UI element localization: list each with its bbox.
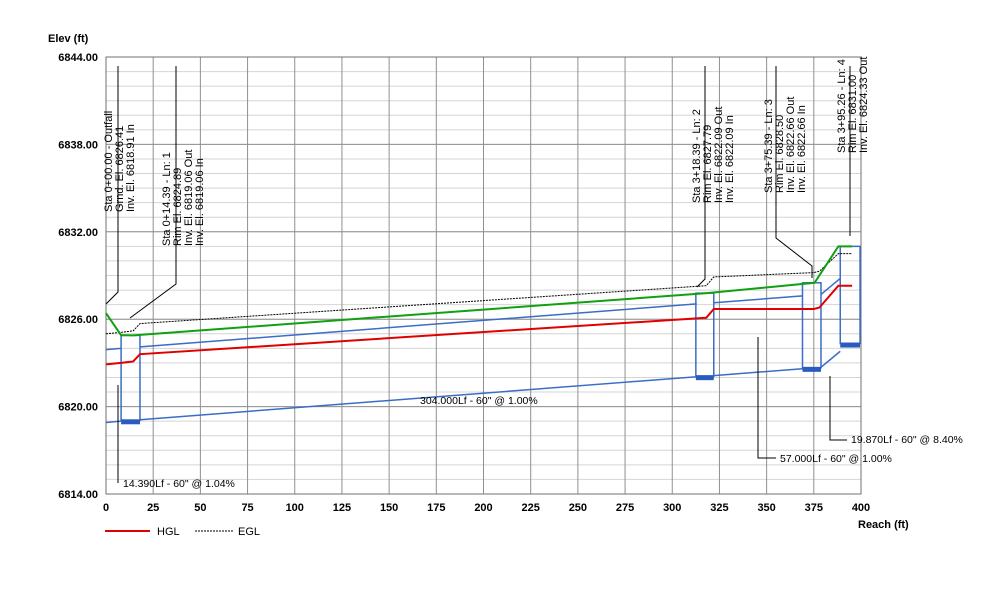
structure-sump [840, 342, 861, 348]
x-tick-label: 325 [710, 502, 728, 514]
y-tick-label: 6820.00 [58, 402, 98, 414]
y-axis-label: Elev (ft) [48, 33, 89, 45]
x-axis-label: Reach (ft) [858, 519, 909, 531]
axis-ticks: 6814.00 6820.00 6826.00 6832.00 6838.00 6844.… [58, 52, 870, 514]
pipe-label: 304.000Lf - 60" @ 1.00% [420, 395, 538, 407]
y-tick-label: 6832.00 [58, 227, 98, 239]
station-annotation-line: Rim El. 6831.00 [847, 75, 859, 153]
pipe-invert-line [139, 375, 697, 421]
legend-hgl-label: HGL [157, 526, 180, 538]
station-annotation-line: Sta 3+75.39 - Ln: 3 [763, 99, 775, 193]
station-annotation-line: Inv. El. 6822.09 In [724, 115, 736, 203]
x-tick-label: 75 [241, 502, 253, 514]
structure-sump [121, 419, 140, 425]
x-tick-label: 200 [474, 502, 492, 514]
station-annotation-line: Grnd. El. 6826.41 [114, 126, 126, 212]
station-annotation-line: Sta 3+95.26 - Ln: 4 [836, 59, 848, 153]
pipe-label: 14.390Lf - 60" @ 1.04% [123, 478, 235, 490]
pipe-invert-line [105, 420, 122, 424]
x-tick-label: 150 [380, 502, 398, 514]
pipe-crown-line [713, 295, 803, 304]
legend: HGL EGL [105, 526, 260, 538]
station-annotation-line: Sta 0+00.00 - Outfall [103, 111, 115, 212]
x-tick-label: 250 [569, 502, 587, 514]
station-leader [129, 66, 177, 319]
x-tick-label: 125 [333, 502, 351, 514]
station-annotation-line: Inv. El. 6818.91 In [125, 124, 137, 212]
pipe-label-leader [757, 337, 776, 459]
pipe-label-leader [829, 376, 847, 441]
x-tick-label: 0 [103, 502, 109, 514]
x-tick-label: 275 [616, 502, 634, 514]
x-tick-label: 350 [757, 502, 775, 514]
x-tick-label: 225 [522, 502, 540, 514]
station-annotation-line: Inv. El. 6822.66 Out [785, 97, 797, 193]
grid [105, 56, 862, 495]
pipe-label: 19.870Lf - 60" @ 8.40% [851, 434, 963, 446]
x-tick-label: 400 [852, 502, 870, 514]
station-annotation-line: Rim El. 6827.79 [702, 125, 714, 203]
structure-sump [695, 375, 714, 381]
x-tick-label: 375 [805, 502, 823, 514]
station-leader [696, 66, 706, 288]
legend-egl-label: EGL [238, 526, 260, 538]
x-tick-label: 100 [286, 502, 304, 514]
hgl-line [105, 284, 853, 366]
egl-line [105, 253, 853, 335]
pipe-crown-line [820, 277, 841, 296]
x-tick-label: 300 [663, 502, 681, 514]
pipe-crown-line [105, 347, 122, 351]
station-annotation-line: Rim El. 6824.89 [172, 168, 184, 246]
y-tick-label: 6844.00 [58, 52, 98, 64]
y-tick-label: 6814.00 [58, 489, 98, 501]
y-tick-label: 6826.00 [58, 314, 98, 326]
station-annotation-line: Sta 0+14.39 - Ln: 1 [161, 152, 173, 246]
station-annotation-line: Rim El. 6828.50 [774, 115, 786, 193]
station-annotation-line: Inv. El. 6824.33 Out [858, 57, 870, 153]
plot-area [105, 245, 861, 425]
pipe-label: 57.000Lf - 60" @ 1.00% [780, 453, 892, 465]
pipe-invert-line [820, 350, 841, 368]
station-annotation-line: Inv. El. 6819.06 Out [183, 150, 195, 246]
pipe-crown-line [139, 303, 697, 348]
plot-border [105, 56, 862, 495]
y-tick-label: 6838.00 [58, 139, 98, 151]
station-leader [775, 66, 813, 278]
station-leader [105, 66, 119, 305]
ground-line [105, 245, 853, 337]
station-annotation-line: Inv. El. 6822.09 Out [713, 107, 725, 203]
structure-sump [802, 366, 821, 372]
station-annotation-line: Sta 3+18.39 - Ln: 2 [691, 109, 703, 203]
x-tick-label: 175 [427, 502, 445, 514]
station-annotation-line: Inv. El. 6822.66 In [796, 105, 808, 193]
structure-box [801, 282, 822, 369]
structure-box [695, 292, 715, 377]
station-annotation-line: Inv. El. 6819.06 In [194, 158, 206, 246]
annotations: 14.390Lf - 60" @ 1.04% 304.000Lf - 60" @ … [103, 57, 963, 490]
x-tick-label: 50 [194, 502, 206, 514]
x-tick-label: 25 [147, 502, 159, 514]
